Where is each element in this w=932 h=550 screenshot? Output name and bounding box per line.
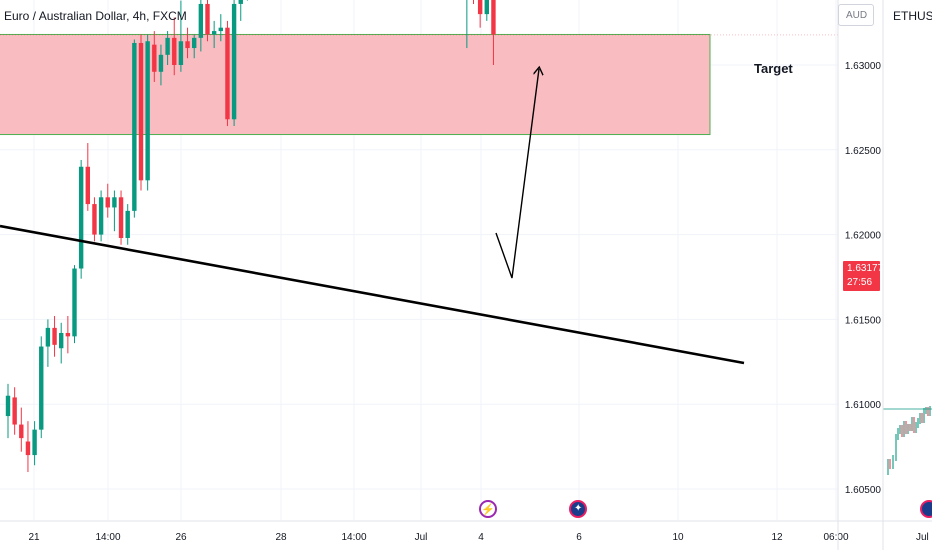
x-tick-label: 12 bbox=[771, 532, 783, 543]
y-tick-label: 1.60500 bbox=[845, 485, 882, 496]
x-tick-label: 10 bbox=[672, 532, 684, 543]
candle-body bbox=[132, 42, 137, 211]
candle-body bbox=[477, 0, 483, 15]
candle-body bbox=[25, 441, 31, 456]
x-tick-label: 26 bbox=[175, 532, 187, 543]
x-tick-label: 28 bbox=[275, 532, 287, 543]
candle-body bbox=[78, 166, 84, 269]
x-tick-label: 14:00 bbox=[95, 532, 120, 543]
zones bbox=[0, 33, 711, 136]
candle-body bbox=[152, 44, 157, 72]
x-tick-label: 14:00 bbox=[341, 532, 366, 543]
trendlines bbox=[0, 34, 838, 365]
candle-body bbox=[205, 3, 210, 35]
y-tick-label: 1.63000 bbox=[845, 61, 882, 72]
trendline bbox=[0, 224, 745, 365]
target-label: Target bbox=[754, 61, 793, 76]
y-tick-label: 1.61000 bbox=[845, 400, 882, 411]
candle-body bbox=[198, 3, 204, 38]
candles bbox=[5, 0, 496, 473]
projection-arrow bbox=[495, 69, 539, 279]
candle-body bbox=[59, 332, 64, 349]
last-price-value: 1.63177 bbox=[847, 263, 884, 274]
candle-body bbox=[72, 268, 77, 337]
support-zone bbox=[0, 33, 711, 136]
candle-body bbox=[12, 397, 17, 425]
candle-body bbox=[178, 41, 184, 65]
australia-flag-icon[interactable]: ✦ bbox=[569, 500, 587, 518]
x-tick-label: 06:00 bbox=[823, 532, 848, 543]
candle-body bbox=[85, 166, 90, 205]
candle-body bbox=[218, 27, 223, 32]
bar-countdown: 27:56 bbox=[847, 277, 873, 288]
x-tick-label: 21 bbox=[28, 532, 40, 543]
candle-body bbox=[32, 429, 37, 456]
candle-body bbox=[231, 3, 237, 120]
chart-title: Euro / Australian Dollar, 4h, FXCM bbox=[4, 9, 187, 23]
candle-body bbox=[165, 37, 170, 55]
candle-body bbox=[118, 197, 124, 238]
candle-body bbox=[19, 424, 24, 439]
candle-body bbox=[105, 197, 110, 208]
candle-body bbox=[172, 37, 177, 65]
x-tick-label: 4 bbox=[478, 532, 484, 543]
x-tick-label: Jul bbox=[415, 532, 428, 543]
side-x-tick: Jul bbox=[916, 532, 929, 543]
candle-body bbox=[112, 197, 117, 208]
candle-body bbox=[225, 27, 230, 120]
candle-body bbox=[484, 0, 489, 15]
candle-body bbox=[125, 210, 130, 238]
candle-body bbox=[5, 395, 11, 417]
y-tick-label: 1.62500 bbox=[845, 146, 882, 157]
candle-body bbox=[65, 332, 71, 337]
candle-body bbox=[145, 41, 150, 181]
candle-body bbox=[45, 327, 51, 347]
candle-body bbox=[185, 41, 190, 49]
side-chart-title: ETHUSDT, bbox=[893, 9, 932, 23]
candle-body bbox=[158, 54, 164, 72]
australia-flag-icon-2[interactable] bbox=[920, 500, 932, 518]
y-tick-label: 1.61500 bbox=[845, 315, 882, 326]
candle-body bbox=[192, 37, 197, 49]
y-tick-label: 1.62000 bbox=[845, 231, 882, 242]
candle-body bbox=[491, 0, 496, 35]
candle-body bbox=[211, 31, 217, 35]
candle-body bbox=[92, 204, 97, 235]
candle-body bbox=[98, 197, 104, 235]
currency-selector[interactable]: AUD bbox=[838, 4, 874, 26]
candle-body bbox=[39, 346, 44, 430]
candle-body bbox=[238, 0, 243, 4]
x-tick-label: 6 bbox=[576, 532, 582, 543]
last-price-tag: 1.63177 27:56 bbox=[843, 261, 884, 291]
side-chart: Jul bbox=[883, 406, 932, 543]
lightning-icon[interactable]: ⚡ bbox=[479, 500, 497, 518]
candle-body bbox=[138, 42, 144, 181]
candle-body bbox=[52, 327, 57, 345]
